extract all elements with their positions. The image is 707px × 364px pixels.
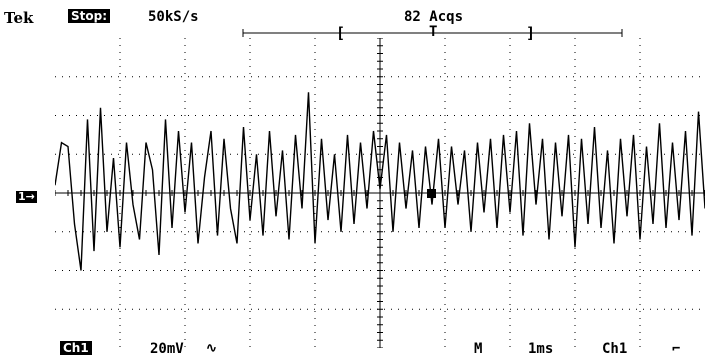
channel-1-trace: [55, 92, 705, 271]
trigger-source: Ch1: [602, 341, 628, 357]
main-timebase-label: M: [474, 341, 483, 357]
graticule: [55, 38, 705, 348]
trigger-level-marker: [427, 189, 436, 198]
record-window-left: [: [336, 24, 346, 42]
brand-label: Tek: [4, 9, 34, 27]
volts-per-div: 20mV: [150, 341, 184, 357]
acquisition-status: Stop:: [68, 8, 111, 24]
trigger-slope-icon: ⌐: [672, 341, 681, 357]
sample-rate: 50kS/s: [148, 9, 199, 25]
channel-1-ground-marker: 1→: [16, 190, 37, 203]
time-per-div: 1ms: [528, 341, 554, 357]
trigger-position-marker: T: [429, 24, 438, 40]
oscilloscope-screen: [55, 38, 705, 348]
record-bar: [242, 29, 623, 37]
record-window-right: ]: [526, 24, 536, 42]
acquisition-count: 82 Acqs: [404, 9, 464, 25]
ac-coupling-icon: ∿: [206, 341, 217, 356]
channel-indicator[interactable]: Ch1: [60, 340, 92, 356]
